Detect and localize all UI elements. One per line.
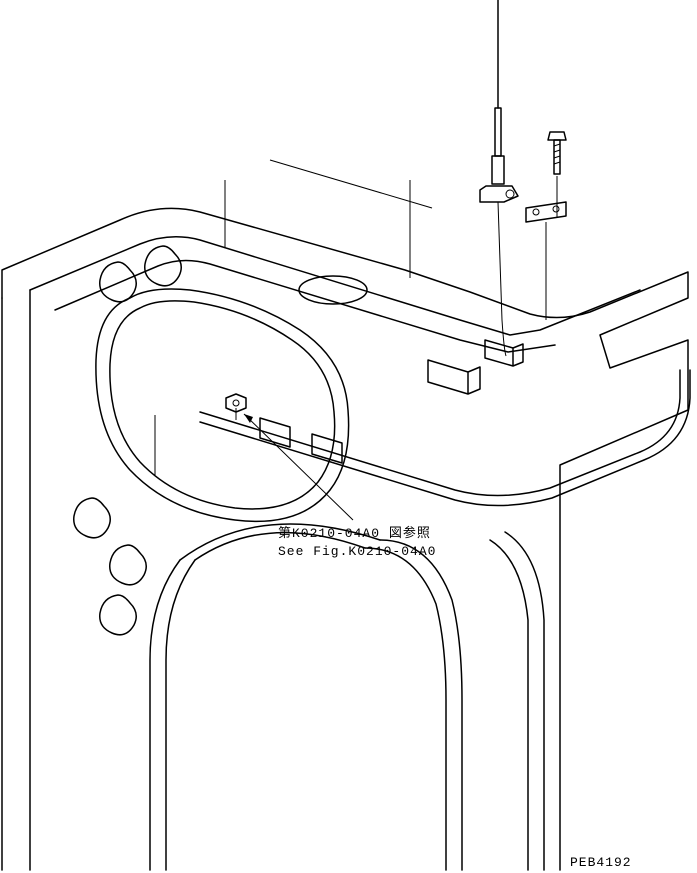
panel-edges [155, 160, 432, 475]
parts-diagram: 第K0210-04A0 図参照 See Fig.K0210-04A0 PEB41… [0, 0, 697, 873]
ref-text-jp: 第K0210-04A0 図参照 [278, 525, 431, 541]
drawing-number: PEB4192 [570, 855, 632, 870]
door-frame [150, 524, 544, 870]
roof-hatch [74, 246, 349, 635]
mount-bracket [526, 202, 566, 320]
ref-text-en: See Fig.K0210-04A0 [278, 544, 436, 559]
bolt [548, 132, 566, 218]
leader-line [244, 414, 353, 520]
handrail [200, 340, 690, 506]
hex-nut [226, 394, 246, 420]
